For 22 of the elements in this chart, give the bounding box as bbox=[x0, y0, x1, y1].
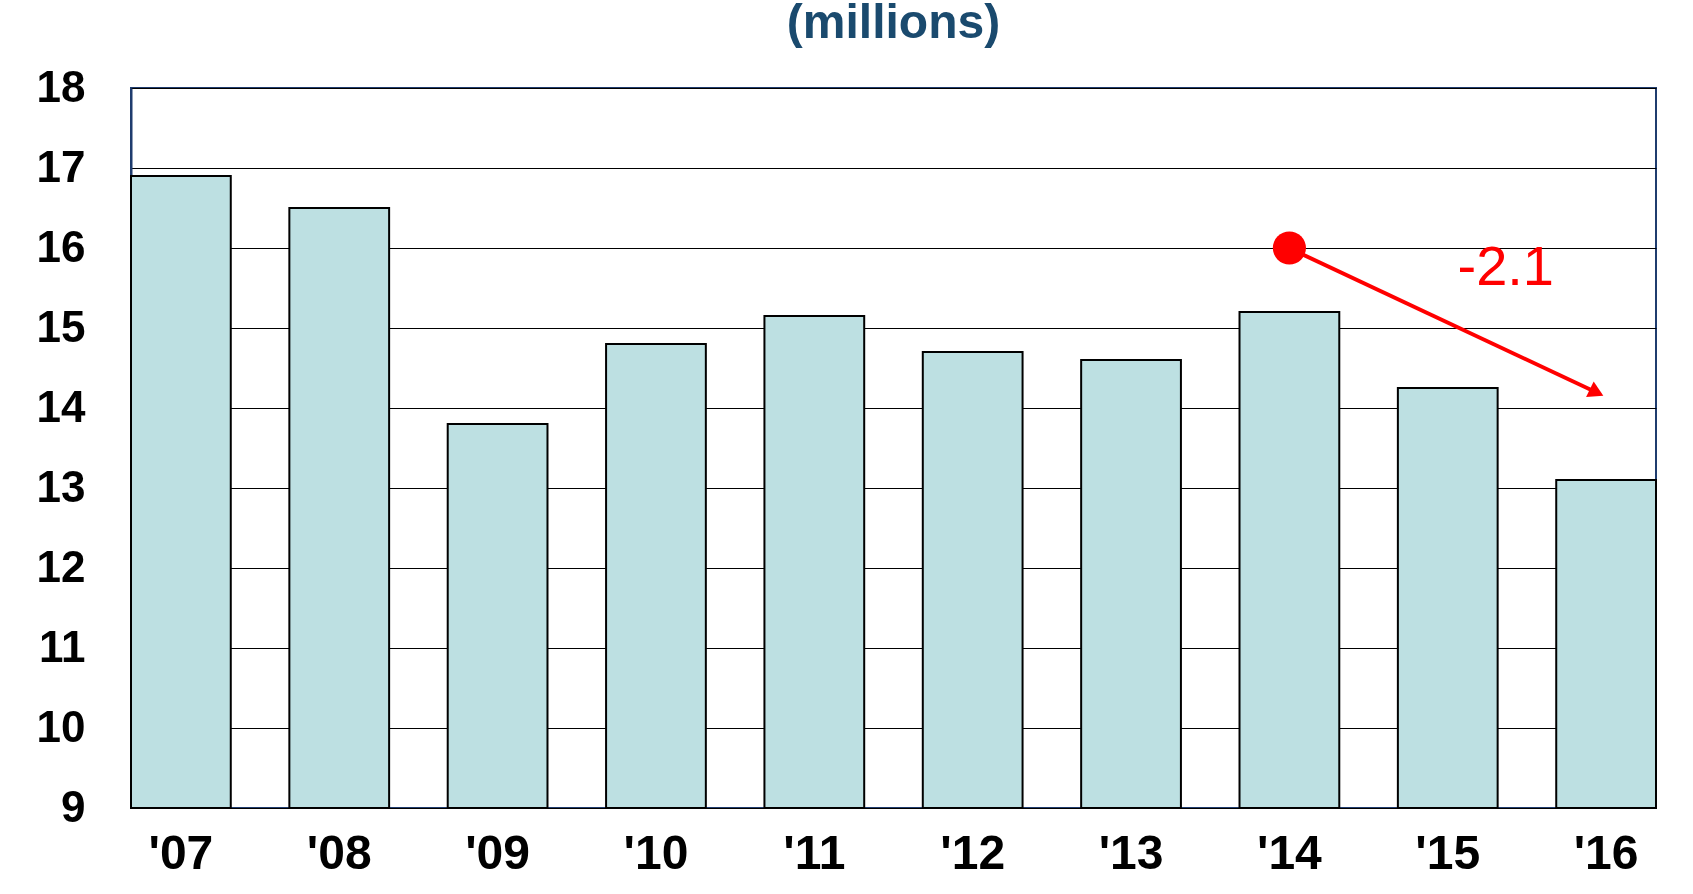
y-tick-label: 9 bbox=[61, 781, 86, 831]
x-tick-label: '10 bbox=[623, 825, 689, 879]
x-tick-label: '16 bbox=[1573, 825, 1639, 879]
x-tick-label: '09 bbox=[465, 825, 531, 879]
x-tick-label: '15 bbox=[1415, 825, 1481, 879]
y-tick-label: 11 bbox=[38, 621, 86, 671]
chart-title: (millions) bbox=[786, 0, 1001, 48]
x-tick-label: '11 bbox=[783, 825, 846, 879]
x-tick-label: '14 bbox=[1256, 825, 1323, 879]
y-tick-label: 10 bbox=[36, 701, 86, 751]
y-tick-label: 17 bbox=[36, 141, 86, 191]
y-tick-label: 15 bbox=[36, 301, 86, 351]
x-tick-label: '08 bbox=[306, 825, 372, 879]
annotation: -2.1 bbox=[1457, 234, 1555, 297]
x-tick-label: '07 bbox=[148, 825, 214, 879]
x-tick-label: '13 bbox=[1098, 825, 1164, 879]
y-tick-label: 18 bbox=[36, 61, 86, 111]
y-tick-label: 14 bbox=[36, 381, 87, 431]
y-tick-label: 16 bbox=[36, 221, 86, 271]
x-tick-label: '12 bbox=[940, 825, 1006, 879]
y-tick-label: 13 bbox=[36, 461, 86, 511]
y-tick-label: 12 bbox=[36, 541, 86, 591]
